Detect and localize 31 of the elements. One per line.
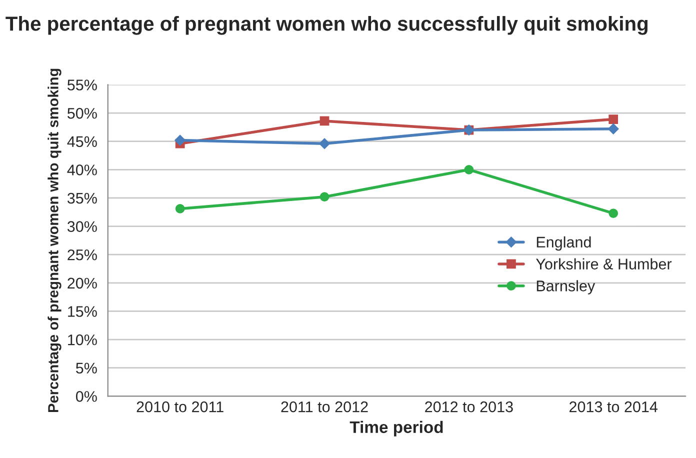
y-tick-label: 40% (67, 164, 97, 176)
point (608, 208, 618, 218)
legend-label: Yorkshire & Humber (536, 258, 672, 270)
y-tick-label: 30% (67, 221, 97, 232)
y-tick-label: 55% (67, 80, 97, 90)
legend-label: England (536, 236, 591, 251)
y-tick-label: 10% (68, 334, 97, 346)
point (175, 204, 185, 214)
x-tick-label: 2011 to 2012 (281, 401, 368, 412)
y-tick-label: 25% (68, 249, 97, 260)
x-tick-label: 2013 to 2014 (570, 401, 658, 412)
chart-title: The percentage of pregnant women who successfully quit smoking (6, 16, 648, 35)
x-tick-label: 2012 to 2013 (425, 401, 513, 412)
x-axis-title: Time period (350, 420, 443, 436)
y-tick-label: 0% (76, 391, 97, 402)
point (464, 164, 474, 174)
y-tick-label: 15% (68, 306, 97, 317)
y-axis-title: Percentage of pregnant women who quit smoking (48, 68, 62, 412)
point (319, 138, 330, 150)
point (320, 116, 330, 126)
point (608, 114, 618, 124)
y-tick-label: 50% (67, 108, 97, 119)
point (174, 134, 186, 146)
y-tick-label: 20% (68, 278, 97, 289)
y-tick-label: 45% (67, 136, 97, 148)
y-tick-label: 35% (67, 192, 97, 204)
legend-label: Barnsley (536, 280, 596, 294)
y-tick-label: 5% (76, 362, 97, 374)
point (320, 192, 330, 202)
point (608, 123, 619, 134)
x-tick-label: 2010 to 2011 (136, 401, 224, 412)
